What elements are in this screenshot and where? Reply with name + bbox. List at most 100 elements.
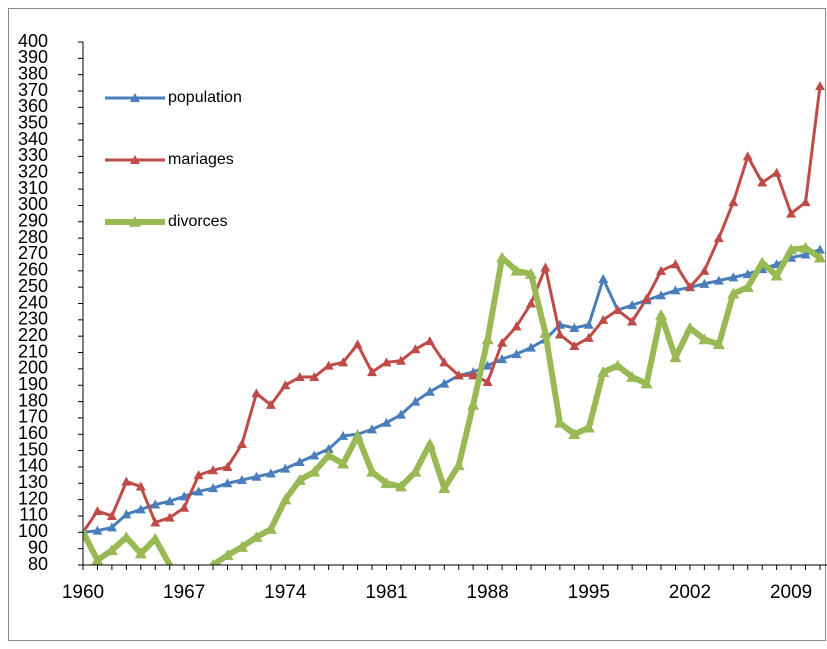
data-point — [640, 377, 653, 389]
data-point — [265, 399, 276, 409]
data-point — [236, 439, 247, 449]
y-tick-label: 200 — [18, 358, 48, 378]
legend-label: mariages — [168, 151, 234, 168]
data-point — [294, 372, 305, 382]
series-line — [83, 244, 822, 565]
y-tick-label: 280 — [18, 227, 48, 247]
data-point — [120, 531, 133, 543]
data-point — [468, 370, 479, 380]
y-tick-label: 80 — [28, 554, 48, 574]
data-point — [208, 465, 219, 475]
data-point — [423, 438, 436, 449]
x-tick-label: 1988 — [466, 582, 508, 603]
data-point — [683, 322, 696, 333]
x-tick-label: 1974 — [264, 582, 307, 603]
series-line — [83, 85, 822, 534]
data-point — [410, 344, 421, 354]
data-point — [367, 424, 378, 434]
data-point — [611, 359, 624, 371]
data-point — [799, 241, 812, 253]
data-point — [337, 457, 350, 469]
data-point — [149, 532, 162, 544]
data-point — [338, 357, 349, 367]
data-point — [453, 370, 464, 380]
data-point — [395, 355, 406, 365]
x-tick-label: 1995 — [568, 582, 610, 603]
data-point — [757, 177, 768, 187]
y-tick-label: 180 — [18, 390, 48, 410]
legend-marker — [129, 216, 141, 227]
data-point — [612, 305, 623, 315]
data-point — [121, 509, 132, 519]
data-point — [713, 275, 724, 285]
data-point — [496, 251, 509, 263]
data-point — [134, 547, 147, 559]
data-point — [394, 480, 407, 492]
data-point — [800, 197, 811, 207]
data-point — [265, 468, 276, 478]
data-point — [236, 475, 247, 485]
data-point — [511, 349, 522, 359]
data-point — [510, 264, 523, 276]
y-tick-label: 380 — [18, 63, 48, 83]
data-point — [670, 285, 681, 295]
data-point — [409, 465, 422, 477]
data-point — [121, 476, 132, 486]
data-point — [135, 504, 146, 514]
data-point — [669, 351, 682, 363]
y-tick-label: 360 — [18, 96, 48, 116]
data-point — [511, 321, 522, 331]
data-point — [598, 273, 609, 283]
data-point — [699, 278, 710, 288]
data-point — [482, 360, 493, 370]
data-point — [699, 265, 710, 275]
data-point — [452, 459, 465, 471]
y-tick-label: 240 — [18, 292, 48, 312]
x-tick-label: 2009 — [770, 582, 812, 603]
data-point — [193, 470, 204, 480]
data-point — [309, 450, 320, 460]
x-tick-label: 1960 — [62, 582, 104, 603]
data-point — [150, 517, 161, 527]
data-point — [741, 281, 754, 292]
data-point — [467, 398, 480, 410]
data-point — [338, 430, 349, 440]
y-tick-label: 350 — [18, 112, 48, 132]
data-point — [209, 559, 217, 565]
y-tick-label: 210 — [18, 341, 48, 361]
data-point — [280, 380, 291, 390]
data-point — [771, 167, 782, 177]
data-point — [525, 342, 536, 352]
data-point — [553, 416, 566, 428]
data-point — [626, 371, 639, 382]
data-point — [656, 290, 667, 300]
data-point — [742, 151, 753, 161]
chart-border — [8, 8, 826, 641]
data-point — [106, 522, 117, 532]
data-point — [524, 268, 537, 279]
data-point — [540, 262, 551, 272]
data-point — [92, 506, 103, 516]
y-tick-label: 120 — [18, 488, 48, 508]
data-point — [221, 549, 234, 560]
data-point — [770, 269, 783, 281]
data-point — [323, 443, 334, 453]
y-tick-label: 110 — [19, 505, 48, 525]
y-tick-label: 150 — [18, 439, 48, 459]
legend-marker — [130, 155, 140, 164]
data-point — [482, 376, 493, 386]
y-tick-label: 260 — [18, 260, 48, 280]
data-point — [91, 554, 104, 565]
data-point — [279, 493, 292, 505]
data-point — [684, 282, 695, 292]
data-point — [815, 81, 825, 91]
y-tick-label: 90 — [28, 537, 48, 557]
data-point — [222, 461, 233, 471]
data-point — [670, 259, 681, 269]
data-point — [322, 449, 335, 461]
series-line — [83, 248, 821, 534]
data-point — [381, 357, 392, 367]
data-point — [655, 308, 668, 320]
data-point — [293, 474, 306, 485]
